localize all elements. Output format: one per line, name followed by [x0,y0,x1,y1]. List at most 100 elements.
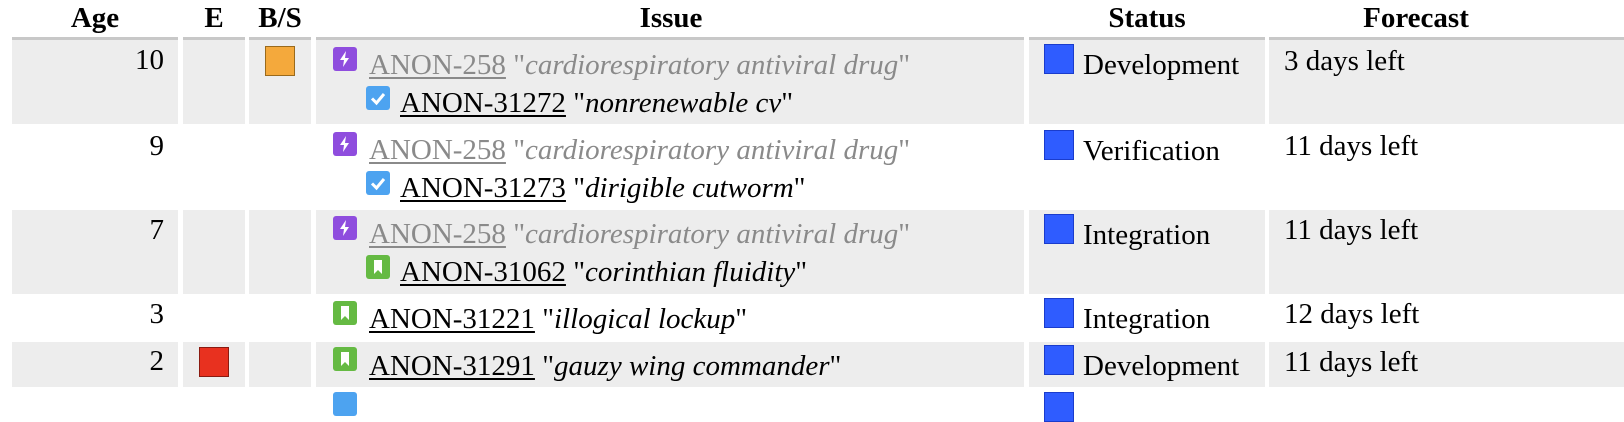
status-text: Development [1083,49,1240,81]
header-divider [1029,37,1265,40]
status-cell: Development [1029,342,1265,387]
quote: " [795,256,808,288]
quote: " [573,87,586,119]
forecast-text: 3 days left [1284,45,1405,77]
story-icon [333,347,357,371]
issue-title: illogical lockup [554,303,736,335]
status-cell: Development [1029,40,1265,124]
table-row[interactable]: 3 ANON-31221 "illogical lockup" Integrat… [0,294,1624,340]
forecast-cell: 3 days left [1269,40,1624,124]
quote: " [513,218,526,250]
quote: " [829,350,842,382]
age-cell: 10 [12,40,178,124]
age-cell: 2 [12,342,178,387]
epic-icon [333,216,357,240]
epic-icon [333,47,357,71]
parent-issue-link[interactable]: ANON-258 [369,218,506,250]
age-value: 9 [149,130,165,162]
age-value: 2 [149,345,165,377]
issue-cell: ANON-258 "cardiorespiratory antiviral dr… [316,40,1024,124]
parent-issue-line: ANON-258 "cardiorespiratory antiviral dr… [369,133,910,167]
child-issue-line: ANON-31272 "nonrenewable cv" [400,86,793,120]
quote: " [898,134,911,166]
header-issue: Issue [639,2,703,34]
table-row[interactable]: 7 ANON-258 "cardiorespiratory antiviral … [0,210,1624,294]
header-divider [1269,37,1624,40]
issue-cell: ANON-258 "cardiorespiratory antiviral dr… [316,126,1024,210]
parent-issue-title: cardiorespiratory antiviral drug [525,134,899,166]
status-icon [1044,44,1074,74]
quote: " [898,218,911,250]
status-cell: Integration [1029,210,1265,294]
quote: " [898,49,911,81]
bs-cell [249,342,311,387]
parent-issue-line: ANON-258 "cardiorespiratory antiviral dr… [369,217,910,251]
age-value: 3 [149,298,165,330]
age-cell: 9 [12,126,178,210]
issue-cell: ANON-31221 "illogical lockup" [316,294,1024,340]
child-issue-line: ANON-31062 "corinthian fluidity" [400,255,807,289]
header-divider [316,37,1024,40]
epic-icon [333,132,357,156]
quote: " [735,303,748,335]
quote: " [542,303,555,335]
parent-issue-title: cardiorespiratory antiviral drug [525,218,899,250]
age-value: 7 [149,214,165,246]
table-row[interactable]: 10 ANON-258 "cardiorespiratory antiviral… [0,40,1624,124]
header-status: Status [1108,2,1186,34]
issue-line: ANON-31221 "illogical lockup" [369,302,747,336]
status-text: Verification [1083,135,1220,167]
forecast-text: 11 days left [1284,214,1419,246]
issue-cell: ANON-31291 "gauzy wing commander" [316,342,1024,387]
header-divider [183,37,245,40]
e-cell [183,210,245,294]
status-cell: Integration [1029,294,1265,340]
forecast-cell: 11 days left [1269,126,1624,210]
child-issue-link[interactable]: ANON-31273 [400,172,566,204]
subtask-icon [366,86,390,110]
issue-title: gauzy wing commander [554,350,830,382]
issue-cell: ANON-258 "cardiorespiratory antiviral dr… [316,210,1024,294]
subtask-icon [333,392,357,416]
child-issue-line: ANON-31273 "dirigible cutworm" [400,171,806,205]
e-cell [183,342,245,387]
forecast-cell: 12 days left [1269,294,1624,340]
issue-link[interactable]: ANON-31291 [369,350,535,382]
parent-issue-link[interactable]: ANON-258 [369,49,506,81]
status-icon [1044,392,1074,422]
parent-issue-title: cardiorespiratory antiviral drug [525,49,899,81]
e-cell [183,40,245,124]
parent-issue-line: ANON-258 "cardiorespiratory antiviral dr… [369,48,910,82]
forecast-text: 12 days left [1284,298,1420,330]
status-icon [1044,130,1074,160]
header-e: E [204,2,224,34]
table-row[interactable]: 2 ANON-31291 "gauzy wing commander" Deve… [0,342,1624,387]
quote: " [793,172,806,204]
issue-line: ANON-31291 "gauzy wing commander" [369,349,841,383]
status-icon [1044,214,1074,244]
table-row[interactable]: 9 ANON-258 "cardiorespiratory antiviral … [0,126,1624,210]
quote: " [573,172,586,204]
subtask-icon [366,171,390,195]
status-text: Development [1083,350,1240,382]
header-divider [12,37,178,40]
forecast-cell: 11 days left [1269,210,1624,294]
child-issue-link[interactable]: ANON-31272 [400,87,566,119]
status-icon [1044,345,1074,375]
bs-cell [249,210,311,294]
age-value: 10 [135,44,164,76]
parent-issue-link[interactable]: ANON-258 [369,134,506,166]
forecast-text: 11 days left [1284,346,1419,378]
bs-swatch [265,46,295,76]
status-text: Integration [1083,219,1211,251]
forecast-text: 11 days left [1284,130,1419,162]
child-issue-title: corinthian fluidity [585,256,796,288]
header-bs: B/S [258,2,302,34]
issue-link[interactable]: ANON-31221 [369,303,535,335]
child-issue-link[interactable]: ANON-31062 [400,256,566,288]
quote: " [573,256,586,288]
forecast-cell: 11 days left [1269,342,1624,387]
quote: " [542,350,555,382]
status-icon [1044,298,1074,328]
e-swatch [199,347,229,377]
